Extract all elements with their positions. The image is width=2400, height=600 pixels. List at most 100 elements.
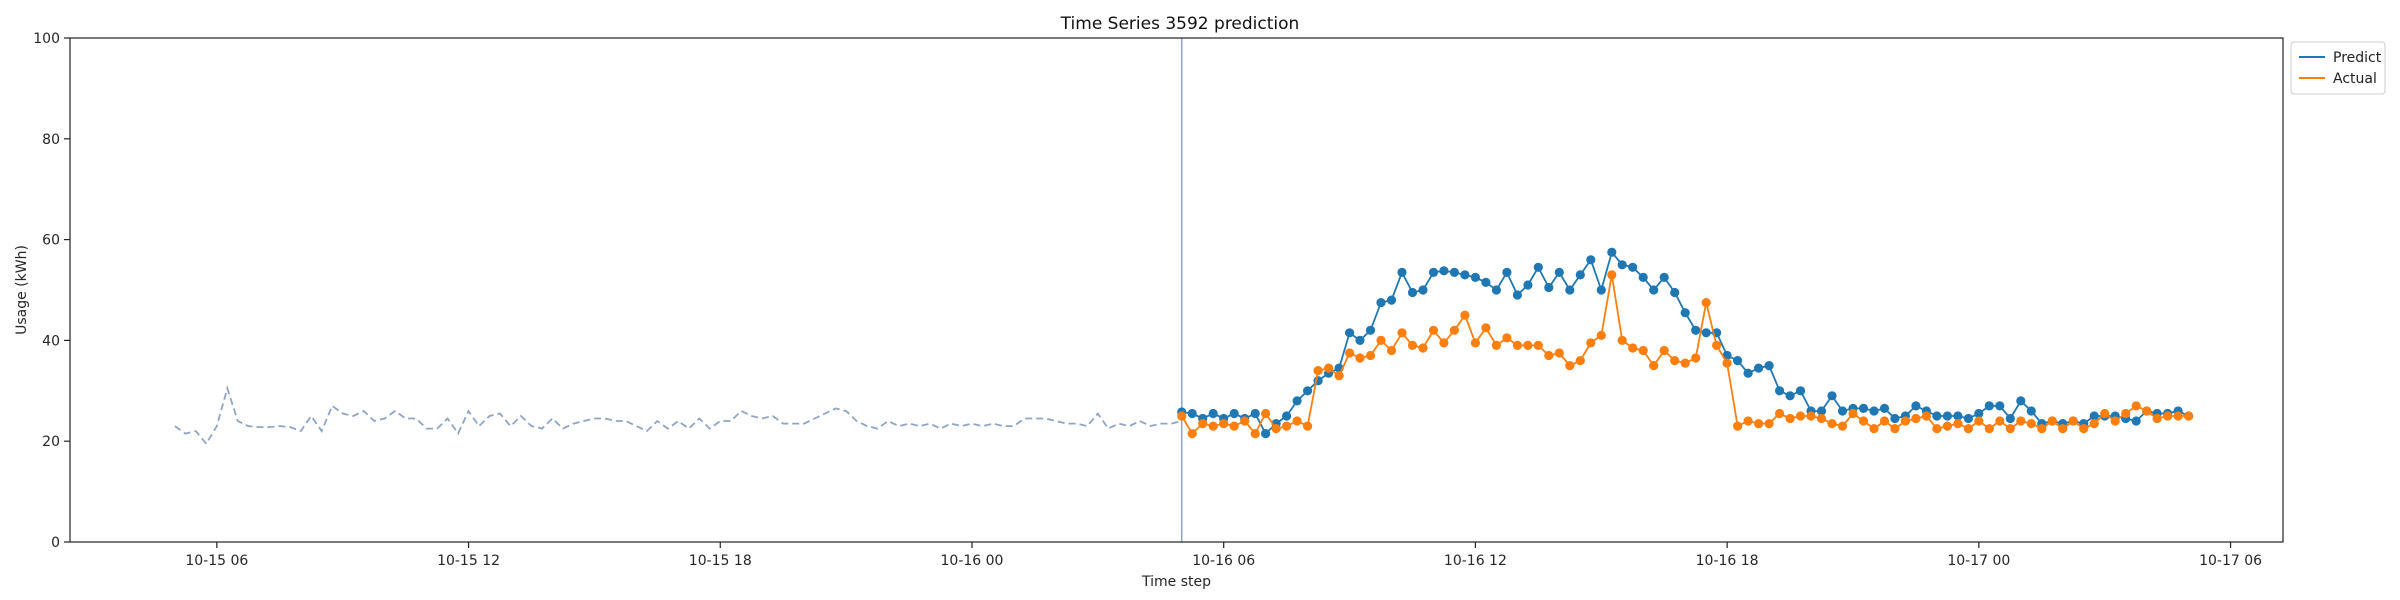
predict-point xyxy=(1932,411,1942,421)
predict-point xyxy=(1355,335,1365,345)
predict-point xyxy=(2005,413,2015,424)
actual-point xyxy=(1722,358,1732,368)
actual-point xyxy=(1680,358,1690,368)
actual-point xyxy=(1775,408,1785,419)
predict-point xyxy=(1607,247,1617,257)
actual-point xyxy=(1219,419,1229,429)
x-tick-label: 10-15 12 xyxy=(437,553,500,569)
actual-point xyxy=(1691,353,1701,363)
predict-point xyxy=(1586,255,1596,265)
predict-point xyxy=(1365,325,1376,335)
actual-point xyxy=(1848,408,1858,419)
predict-point xyxy=(1292,396,1302,406)
actual-point xyxy=(1407,340,1418,350)
x-tick-label: 10-16 00 xyxy=(941,553,1004,569)
actual-point xyxy=(1670,356,1680,366)
predict-point xyxy=(1775,386,1785,396)
predict-point xyxy=(1229,408,1239,419)
actual-point xyxy=(1921,411,1931,421)
actual-point xyxy=(1303,421,1313,431)
predict-point xyxy=(2016,396,2026,406)
predict-point xyxy=(1491,285,1501,295)
actual-point xyxy=(1355,353,1365,363)
actual-point xyxy=(1544,350,1554,361)
predict-point xyxy=(1670,287,1680,298)
predict-point xyxy=(1303,386,1313,396)
actual-point xyxy=(1365,350,1376,361)
actual-point xyxy=(1491,340,1501,350)
actual-point xyxy=(1271,424,1281,434)
actual-point xyxy=(1512,340,1522,350)
actual-point xyxy=(1250,429,1260,439)
actual-point xyxy=(1963,424,1973,434)
predict-point xyxy=(1827,391,1837,401)
actual-point xyxy=(1554,348,1564,358)
actual-point xyxy=(1837,421,1848,431)
y-tick-label: 80 xyxy=(42,132,60,148)
actual-point xyxy=(2184,411,2194,421)
actual-point xyxy=(2110,416,2120,426)
x-tick-label: 10-16 18 xyxy=(1696,553,1759,569)
actual-point xyxy=(1198,419,1208,429)
actual-point xyxy=(1439,338,1449,348)
actual-point xyxy=(1386,345,1397,356)
actual-point xyxy=(1575,356,1585,366)
predict-point xyxy=(1701,328,1711,338)
predict-point xyxy=(1785,391,1795,401)
actual-point xyxy=(1827,419,1837,429)
predict-point xyxy=(1428,267,1439,277)
legend-label-actual: Actual xyxy=(2333,71,2377,87)
predict-point xyxy=(1995,401,2005,411)
actual-point xyxy=(1460,310,1470,320)
predict-point xyxy=(1345,328,1355,338)
predict-point xyxy=(1470,272,1480,282)
actual-point xyxy=(2037,424,2047,434)
actual-point xyxy=(1743,416,1753,426)
actual-point xyxy=(1177,411,1187,421)
actual-point xyxy=(1376,335,1386,345)
legend-label-predict: Predict xyxy=(2333,50,2382,66)
plot-area xyxy=(174,38,2194,542)
predict-point xyxy=(1680,308,1690,318)
actual-point xyxy=(2016,416,2026,426)
predict-point xyxy=(1743,368,1753,378)
y-tick-label: 20 xyxy=(42,434,60,450)
predict-point xyxy=(1261,429,1271,439)
predict-point xyxy=(1397,267,1407,277)
actual-point xyxy=(1974,416,1984,426)
predict-point xyxy=(1544,282,1554,293)
predict-point xyxy=(1439,266,1449,276)
y-tick-label: 40 xyxy=(42,333,60,349)
predict-point xyxy=(1754,363,1764,373)
predict-point xyxy=(1984,401,1994,411)
predict-point xyxy=(1953,411,1963,421)
actual-point xyxy=(2047,416,2057,426)
predict-point xyxy=(1816,406,1827,416)
actual-point xyxy=(1890,424,1900,434)
actual-point xyxy=(1628,343,1638,353)
predict-point xyxy=(1481,277,1491,287)
actual-point xyxy=(1953,419,1963,429)
y-axis: 0 20 40 60 80 100 xyxy=(33,31,70,551)
predict-point xyxy=(1282,411,1292,421)
actual-point xyxy=(1733,421,1743,431)
predict-point xyxy=(1764,361,1774,371)
actual-point xyxy=(1292,416,1302,426)
actual-point xyxy=(1659,345,1669,356)
actual-point xyxy=(1428,325,1439,335)
actual-point xyxy=(1187,429,1197,439)
actual-point xyxy=(1754,419,1764,429)
actual-point xyxy=(2089,419,2099,429)
predict-point xyxy=(1890,413,1900,424)
actual-point xyxy=(1806,411,1816,421)
predict-point xyxy=(1974,408,1984,419)
actual-point xyxy=(1701,298,1711,308)
predict-point xyxy=(1911,401,1921,411)
actual-point xyxy=(1282,421,1292,431)
actual-point xyxy=(2058,424,2068,434)
actual-point xyxy=(2079,424,2089,434)
predict-point xyxy=(1649,285,1659,295)
predict-point xyxy=(1449,267,1459,277)
actual-point xyxy=(1229,421,1239,431)
